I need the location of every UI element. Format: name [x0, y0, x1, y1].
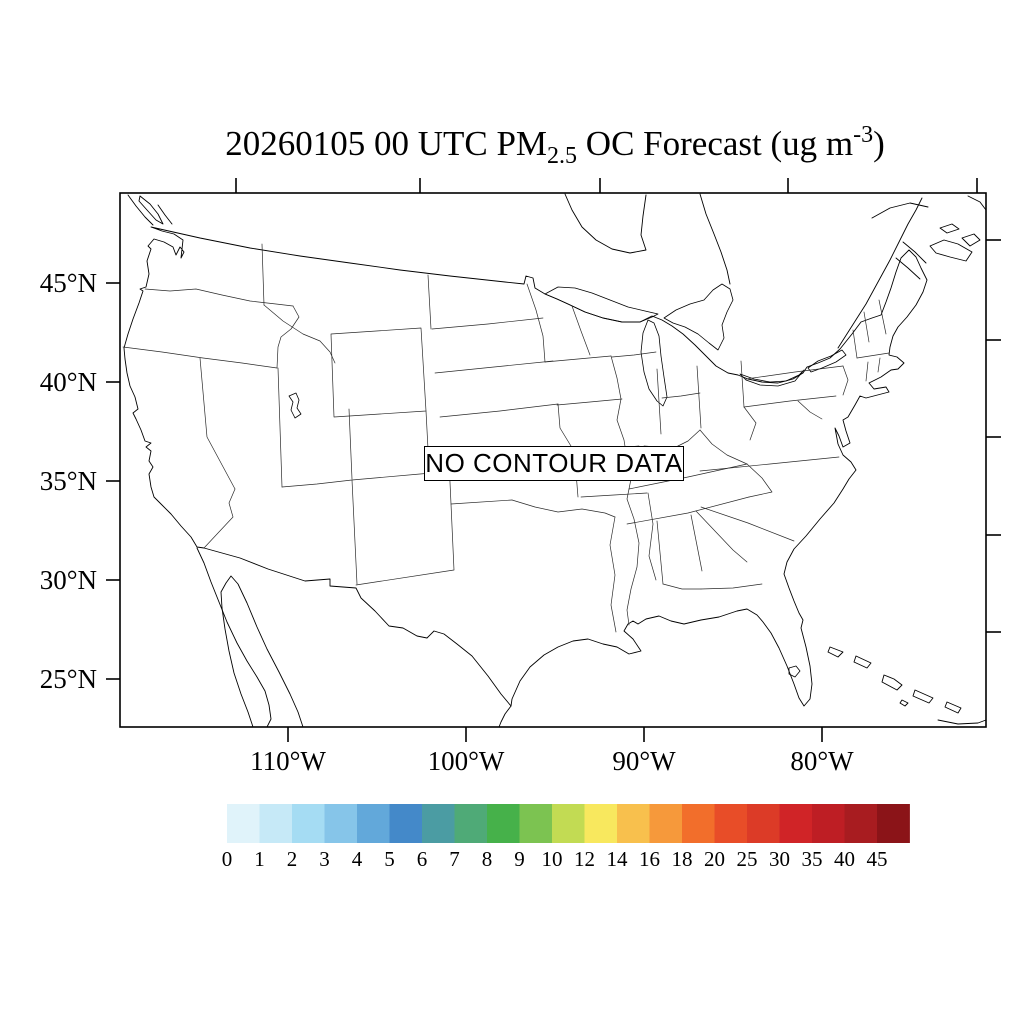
top-axis-ticks: [235, 178, 978, 193]
no-contour-data-label: NO CONTOUR DATA: [425, 448, 683, 478]
svg-text:30°N: 30°N: [40, 565, 97, 595]
y-axis-ticks: 45°N 40°N 35°N 30°N 25°N: [40, 268, 120, 694]
svg-text:35°N: 35°N: [40, 466, 97, 496]
great-salt-lake: [288, 392, 302, 419]
svg-text:40°N: 40°N: [40, 367, 97, 397]
lake-ontario: [807, 349, 847, 373]
svg-text:0: 0: [222, 847, 233, 871]
state-borders: [122, 243, 890, 633]
lake-michigan: [640, 319, 668, 407]
svg-text:1: 1: [254, 847, 265, 871]
bay-of-fundy: [895, 257, 921, 280]
svg-text:90°W: 90°W: [612, 746, 676, 776]
bahamas-island: [912, 689, 934, 704]
st-lawrence-shore: [837, 197, 923, 349]
gulf-of-california-coast: [220, 575, 304, 728]
right-axis-ticks: [986, 239, 1001, 633]
gulf-st-lawrence: [967, 195, 987, 211]
ontario-canada-shore: [699, 193, 731, 285]
svg-text:20: 20: [704, 847, 725, 871]
bc-inlet: [157, 204, 173, 225]
x-axis-ticks: 110°W 100°W 90°W 80°W: [250, 727, 854, 776]
bahamas-island: [853, 655, 872, 669]
title-subscript: 2.5: [547, 143, 578, 169]
svg-text:16: 16: [639, 847, 660, 871]
svg-text:100°W: 100°W: [428, 746, 505, 776]
svg-text:110°W: 110°W: [250, 746, 326, 776]
svg-text:18: 18: [672, 847, 693, 871]
colorbar: 0 1 2 3 4 5 6 7 8 9 10 12 14 16 18 20 25 30 35 40 45: [222, 804, 910, 871]
svg-text:9: 9: [514, 847, 525, 871]
svg-text:5: 5: [384, 847, 395, 871]
superior-north-shore: [564, 193, 647, 254]
mexico-gulf-coast: [498, 705, 512, 728]
no-contour-data-box: NO CONTOUR DATA: [424, 446, 684, 481]
bahamas-island: [944, 701, 962, 714]
svg-text:25°N: 25°N: [40, 664, 97, 694]
bahamas-island: [827, 646, 844, 658]
title-middle: OC Forecast (ug m: [577, 124, 854, 163]
svg-text:2: 2: [287, 847, 298, 871]
svg-text:8: 8: [482, 847, 493, 871]
bahamas-cay: [899, 699, 909, 707]
svg-text:12: 12: [574, 847, 595, 871]
cape-breton: [961, 233, 981, 247]
plot-title: 20260105 00 UTC PM2.5 OC Forecast (ug m-…: [0, 122, 1024, 170]
new-brunswick-coast: [902, 241, 927, 264]
lake-superior: [544, 286, 659, 323]
svg-text:40: 40: [834, 847, 855, 871]
svg-text:7: 7: [449, 847, 460, 871]
svg-text:14: 14: [607, 847, 629, 871]
cuba-coast: [937, 719, 987, 725]
us-map-outlines: [122, 193, 987, 728]
vancouver-island: [138, 195, 164, 225]
title-superscript: -3: [853, 122, 874, 148]
svg-text:10: 10: [542, 847, 563, 871]
canada-bc-coast: [127, 194, 154, 226]
lake-huron: [663, 283, 734, 351]
title-suffix: ): [873, 124, 885, 163]
svg-text:45: 45: [867, 847, 888, 871]
map-frame: [119, 192, 987, 728]
nova-scotia: [929, 239, 973, 262]
svg-text:25: 25: [737, 847, 758, 871]
prince-edward-island: [939, 223, 960, 234]
svg-text:30: 30: [769, 847, 790, 871]
svg-text:45°N: 45°N: [40, 268, 97, 298]
us-outline: [123, 226, 928, 707]
svg-text:3: 3: [319, 847, 330, 871]
svg-text:4: 4: [352, 847, 363, 871]
svg-text:6: 6: [417, 847, 428, 871]
baja-outer-coast: [196, 547, 272, 728]
title-prefix: 20260105 00 UTC PM: [225, 124, 548, 163]
lake-okeechobee: [788, 665, 801, 678]
gaspe-peninsula: [871, 202, 929, 219]
svg-text:35: 35: [802, 847, 823, 871]
lake-erie: [739, 369, 805, 387]
bahamas-island: [881, 674, 903, 691]
svg-text:80°W: 80°W: [790, 746, 854, 776]
